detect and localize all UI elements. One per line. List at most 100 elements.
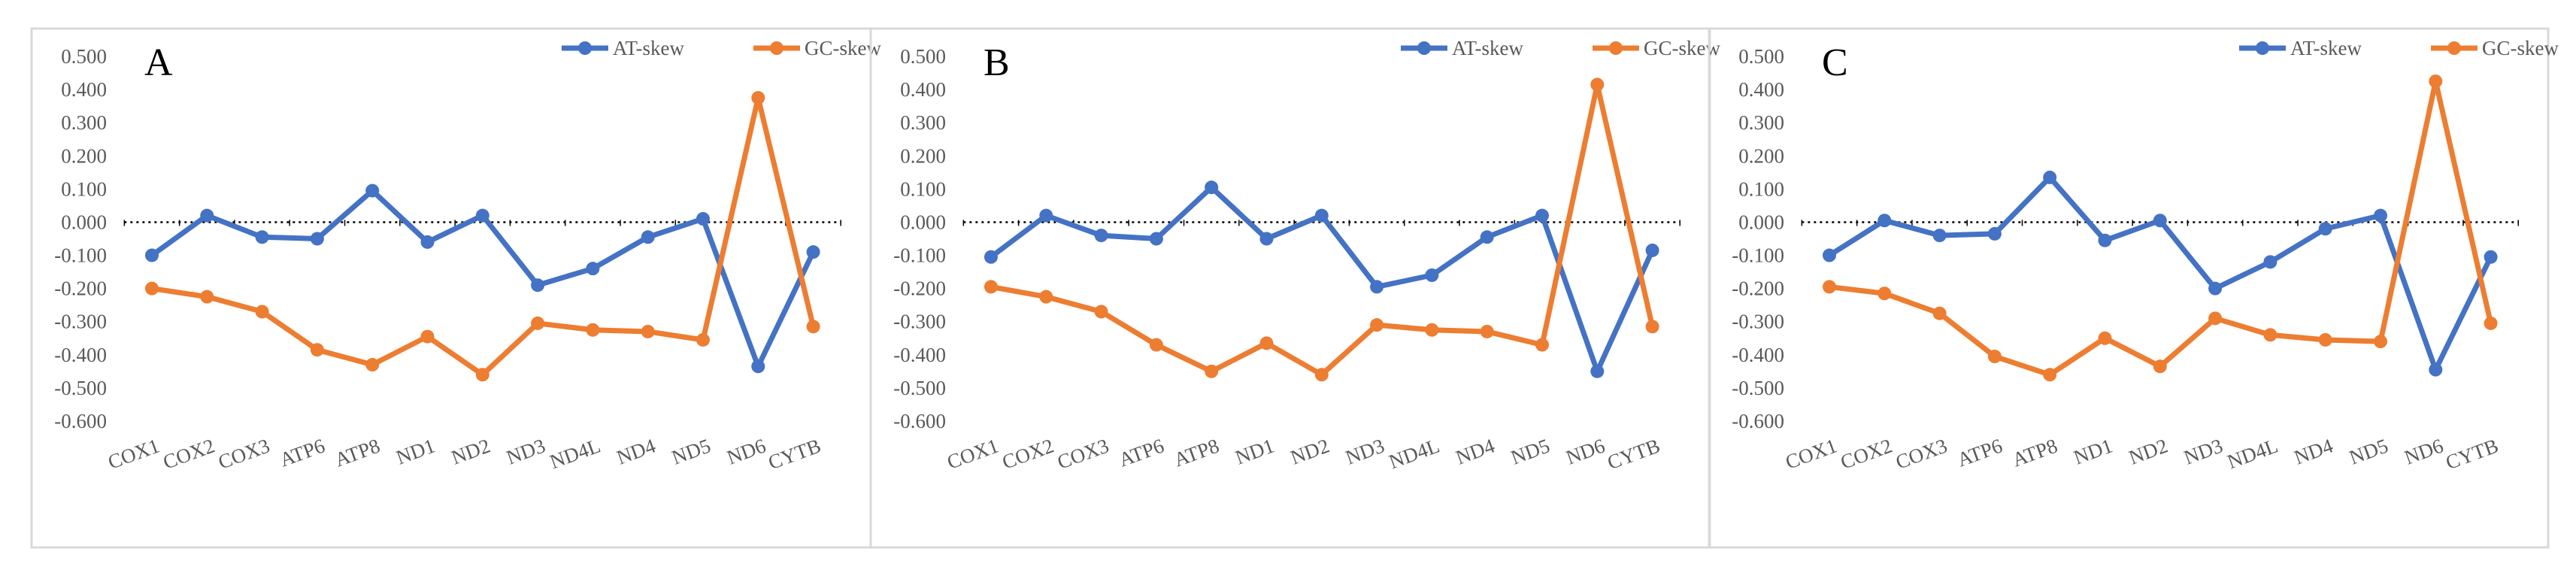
data-point-at-skew [1314, 208, 1329, 223]
x-tick-label: ND6 [1563, 434, 1608, 468]
x-tick-label: COX2 [999, 434, 1057, 473]
data-point-at-skew [200, 208, 214, 223]
data-point-at-skew [2153, 214, 2167, 228]
y-tick-label: 0.000 [61, 211, 107, 233]
data-point-at-skew [2263, 255, 2277, 269]
x-tick-label: COX2 [1838, 434, 1896, 473]
y-tick-label: -0.500 [54, 377, 107, 399]
x-tick-label: ATP8 [2009, 434, 2060, 471]
legend-label-gc-skew: GC-skew [2482, 37, 2559, 59]
data-point-gc-skew [696, 332, 710, 347]
y-tick-label: -0.100 [893, 244, 946, 267]
data-point-gc-skew [2043, 368, 2057, 382]
y-tick-label: -0.200 [893, 277, 946, 300]
x-tick-label: ND3 [504, 434, 549, 468]
data-point-gc-skew [2374, 335, 2387, 349]
data-point-gc-skew [2208, 311, 2223, 326]
y-tick-label: 0.400 [900, 78, 946, 101]
y-tick-label: 0.000 [1738, 211, 1784, 233]
y-tick-label: -0.400 [54, 344, 107, 366]
y-tick-label: -0.400 [1732, 344, 1784, 366]
data-point-at-skew [1480, 230, 1494, 244]
data-point-gc-skew [1480, 324, 1494, 338]
y-tick-label: 0.500 [1738, 45, 1784, 68]
y-tick-label: -0.100 [54, 244, 107, 267]
y-tick-label: 0.100 [61, 177, 107, 200]
data-point-gc-skew [531, 316, 545, 330]
data-point-at-skew [586, 262, 600, 276]
x-tick-label: ND2 [2126, 434, 2171, 468]
data-point-at-skew [365, 183, 380, 198]
data-point-gc-skew [1425, 323, 1439, 337]
legend-label-gc-skew: GC-skew [1644, 37, 1720, 59]
y-tick-label: -0.300 [1732, 311, 1784, 333]
x-tick-label: ND4 [1453, 434, 1498, 468]
data-point-at-skew [641, 230, 655, 244]
legend-label-at-skew: AT-skew [2290, 37, 2362, 59]
panel-label: A [144, 41, 173, 84]
series-line-at-skew [1826, 174, 2494, 373]
data-point-gc-skew [420, 329, 435, 344]
panel-label: C [1822, 41, 1848, 84]
data-point-at-skew [1932, 229, 1947, 243]
data-point-gc-skew [1590, 77, 1605, 92]
data-point-gc-skew [1645, 320, 1659, 334]
y-tick-label: 0.200 [1738, 144, 1784, 167]
x-tick-label: ATP6 [1116, 434, 1167, 471]
data-point-gc-skew [1823, 280, 1836, 294]
x-tick-label: ND2 [448, 434, 493, 468]
x-tick-label: ATP6 [277, 434, 328, 471]
x-tick-label: ND4 [614, 434, 659, 468]
y-tick-label: 0.300 [900, 111, 946, 134]
chart-panel-b: 0.500 0.400 0.300 0.200 0.100 0.000 -0.100 -0.2… [869, 27, 1720, 549]
y-tick-label: 0.100 [1738, 177, 1784, 200]
data-point-gc-skew [806, 320, 820, 334]
legend-marker-gc-skew [1609, 41, 1623, 55]
x-tick-label: ND5 [2346, 434, 2391, 468]
data-point-at-skew [1877, 214, 1892, 228]
x-tick-label: ND1 [393, 434, 438, 468]
data-point-at-skew [1094, 229, 1108, 243]
data-point-gc-skew [2318, 332, 2332, 347]
data-point-at-skew [806, 245, 820, 259]
x-tick-label: COX3 [1054, 434, 1112, 473]
y-tick-label: 0.300 [1738, 111, 1784, 134]
data-point-at-skew [1149, 232, 1163, 246]
data-point-at-skew [2208, 281, 2223, 296]
y-tick-label: 0.200 [61, 144, 107, 167]
y-tick-label: 0.400 [1738, 78, 1784, 101]
data-point-at-skew [255, 230, 269, 244]
series-line-gc-skew [1826, 78, 2494, 377]
y-tick-label: -0.100 [1732, 244, 1784, 267]
data-point-at-skew [1259, 232, 1274, 246]
y-tick-label: 0.500 [61, 45, 107, 68]
data-point-at-skew [1535, 208, 1549, 223]
legend-marker-at-skew [578, 41, 592, 55]
y-tick-label: 0.100 [900, 177, 946, 200]
legend-marker-at-skew [1417, 41, 1431, 55]
data-point-gc-skew [1877, 286, 1892, 301]
data-point-at-skew [2484, 250, 2498, 264]
x-tick-label: ND6 [724, 434, 769, 468]
legend-label-at-skew: AT-skew [1452, 37, 1524, 59]
x-tick-label: ND3 [2181, 434, 2226, 468]
data-point-at-skew [1205, 180, 1219, 195]
x-tick-label: ND5 [668, 434, 714, 468]
data-point-gc-skew [310, 343, 324, 357]
data-point-gc-skew [1039, 290, 1053, 304]
x-tick-label: CYTB [1605, 434, 1663, 474]
data-point-gc-skew [2484, 316, 2498, 330]
series-line-gc-skew [149, 95, 817, 377]
data-point-at-skew [696, 212, 710, 226]
data-point-gc-skew [2263, 328, 2277, 342]
data-point-gc-skew [1370, 318, 1384, 332]
y-tick-label: -0.500 [1732, 377, 1784, 399]
data-point-gc-skew [200, 290, 214, 304]
data-point-at-skew [1039, 208, 1053, 223]
y-tick-label: -0.500 [893, 377, 946, 399]
data-point-at-skew [2098, 233, 2112, 247]
data-point-gc-skew [2429, 74, 2443, 89]
x-tick-label: CYTB [765, 434, 824, 474]
data-point-gc-skew [255, 305, 269, 319]
